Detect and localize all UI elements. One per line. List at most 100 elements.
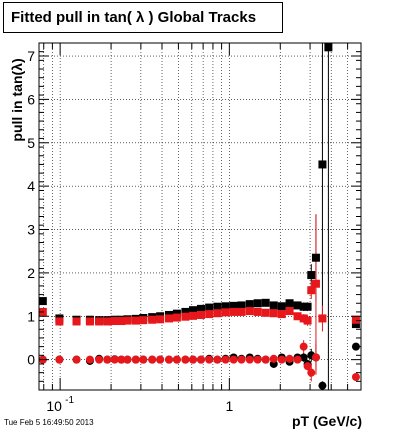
sigma-marker xyxy=(324,43,333,52)
mean-marker xyxy=(110,355,119,364)
sigma-marker xyxy=(307,286,316,295)
axis-ticks xyxy=(39,43,362,390)
sigma-marker xyxy=(189,306,198,315)
sigma-marker xyxy=(229,307,238,316)
y-tick-label: 1 xyxy=(27,308,35,324)
timestamp-footer: Tue Feb 5 16:49:50 2013 xyxy=(4,418,94,427)
sigma-marker xyxy=(55,317,64,326)
y-tick-label: 7 xyxy=(27,48,35,64)
mean-marker xyxy=(189,355,198,364)
sigma-marker xyxy=(303,316,312,325)
mean-marker xyxy=(351,372,360,381)
sigma-marker xyxy=(139,316,148,325)
mean-marker xyxy=(245,355,254,364)
sigma-marker xyxy=(293,312,302,321)
mean-marker xyxy=(293,355,302,364)
x-tick-label-exponent: -1 xyxy=(65,395,74,406)
sigma-marker xyxy=(131,316,140,325)
sigma-marker xyxy=(123,316,132,325)
sigma-marker xyxy=(351,320,360,329)
mean-marker xyxy=(156,355,165,364)
mean-marker xyxy=(237,355,246,364)
mean-marker xyxy=(303,362,312,371)
plot-frame xyxy=(38,42,362,391)
mean-marker xyxy=(117,355,126,364)
sigma-marker xyxy=(110,317,119,326)
sigma-marker xyxy=(261,308,270,317)
mean-marker xyxy=(253,355,262,364)
sigma-marker xyxy=(245,300,254,309)
mean-marker xyxy=(205,355,214,364)
sigma-marker xyxy=(253,307,262,316)
sigma-marker xyxy=(189,311,198,320)
sigma-marker xyxy=(293,301,302,310)
mean-marker xyxy=(181,355,190,364)
y-tick-label: 3 xyxy=(27,222,35,238)
sigma-marker xyxy=(172,313,181,322)
mean-marker xyxy=(95,355,104,364)
sigma-marker xyxy=(237,307,246,316)
sigma-marker xyxy=(117,317,126,326)
sigma-marker xyxy=(351,315,360,324)
mean-marker xyxy=(277,355,286,364)
sigma-marker xyxy=(95,317,104,326)
sigma-marker xyxy=(221,302,230,311)
sigma-marker xyxy=(318,160,327,169)
sigma-marker xyxy=(285,307,294,316)
sigma-marker xyxy=(277,302,286,311)
sigma-marker xyxy=(205,303,214,312)
mean-marker xyxy=(85,355,94,364)
sigma-marker xyxy=(196,304,205,313)
sigma-marker xyxy=(229,301,238,310)
mean-marker xyxy=(172,355,181,364)
mean-marker xyxy=(213,355,222,364)
sigma-marker xyxy=(303,302,312,311)
mean-marker xyxy=(351,342,360,351)
sigma-marker xyxy=(181,307,190,316)
mean-marker xyxy=(148,355,157,364)
x-tick-label: 10 xyxy=(46,398,62,414)
sigma-marker xyxy=(213,302,222,311)
y-tick-label: 2 xyxy=(27,265,35,281)
y-axis-label: pull in tan(λ) xyxy=(9,58,25,141)
sigma-marker xyxy=(245,307,254,316)
sigma-marker xyxy=(318,314,327,323)
sigma-marker xyxy=(85,317,94,326)
sigma-marker xyxy=(269,301,278,310)
sigma-marker xyxy=(205,310,214,319)
mean-marker xyxy=(299,353,308,362)
mean-marker xyxy=(55,355,64,364)
sigma-marker xyxy=(156,315,165,324)
chart-title: Fitted pull in tan( λ ) Global Tracks xyxy=(11,9,257,26)
sigma-marker xyxy=(269,309,278,318)
mean-marker xyxy=(307,368,316,377)
sigma-marker xyxy=(311,279,320,288)
sigma-marker xyxy=(307,271,316,280)
x-axis-label: pT (GeV/c) xyxy=(292,413,362,429)
mean-marker xyxy=(165,355,174,364)
sigma-marker xyxy=(196,310,205,319)
mean-marker xyxy=(123,355,132,364)
sigma-marker xyxy=(311,253,320,262)
mean-marker xyxy=(299,342,308,351)
sigma-marker xyxy=(261,298,270,307)
error-bars xyxy=(42,43,329,390)
sigma-marker xyxy=(181,312,190,321)
y-tick-label: 6 xyxy=(27,91,35,107)
x-tick-label: 1 xyxy=(225,398,233,414)
mean-marker xyxy=(221,355,230,364)
data-markers xyxy=(38,43,360,390)
sigma-marker xyxy=(253,299,262,308)
sigma-marker xyxy=(38,297,47,306)
mean-marker xyxy=(72,355,81,364)
sigma-marker xyxy=(237,301,246,310)
y-tick-label: 5 xyxy=(27,135,35,151)
mean-marker xyxy=(311,353,320,362)
mean-marker xyxy=(139,355,148,364)
mean-marker xyxy=(229,355,238,364)
mean-marker xyxy=(285,354,294,363)
mean-marker xyxy=(261,355,270,364)
sigma-marker xyxy=(72,317,81,326)
sigma-marker xyxy=(285,299,294,308)
